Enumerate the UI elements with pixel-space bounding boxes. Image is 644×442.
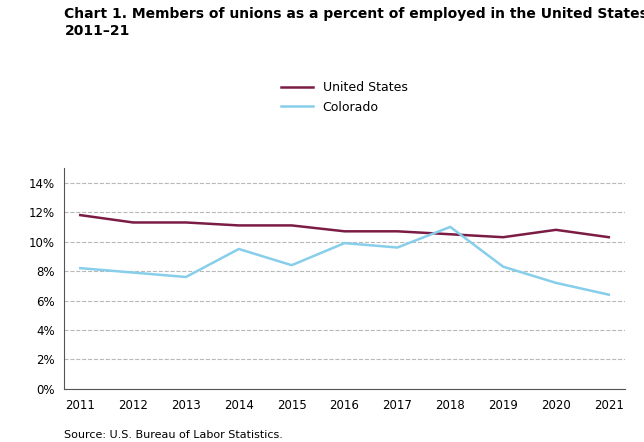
Colorado: [288, 263, 296, 268]
Colorado: [499, 264, 507, 269]
United States: [235, 223, 243, 228]
Line: United States: United States: [80, 215, 609, 237]
United States: [129, 220, 137, 225]
Colorado: [235, 246, 243, 251]
United States: [605, 235, 612, 240]
Colorado: [393, 245, 401, 250]
Colorado: [77, 266, 84, 271]
United States: [552, 227, 560, 232]
United States: [77, 213, 84, 218]
United States: [182, 220, 190, 225]
United States: [288, 223, 296, 228]
Text: Source: U.S. Bureau of Labor Statistics.: Source: U.S. Bureau of Labor Statistics.: [64, 430, 283, 440]
Colorado: [446, 224, 454, 229]
Text: Chart 1. Members of unions as a percent of employed in the United States and Col: Chart 1. Members of unions as a percent …: [64, 7, 644, 38]
United States: [499, 235, 507, 240]
Colorado: [552, 280, 560, 286]
Colorado: [605, 292, 612, 297]
Colorado: [129, 270, 137, 275]
United States: [393, 229, 401, 234]
Legend: United States, Colorado: United States, Colorado: [281, 81, 408, 114]
Colorado: [341, 240, 348, 246]
United States: [446, 232, 454, 237]
Line: Colorado: Colorado: [80, 227, 609, 295]
United States: [341, 229, 348, 234]
Colorado: [182, 274, 190, 280]
